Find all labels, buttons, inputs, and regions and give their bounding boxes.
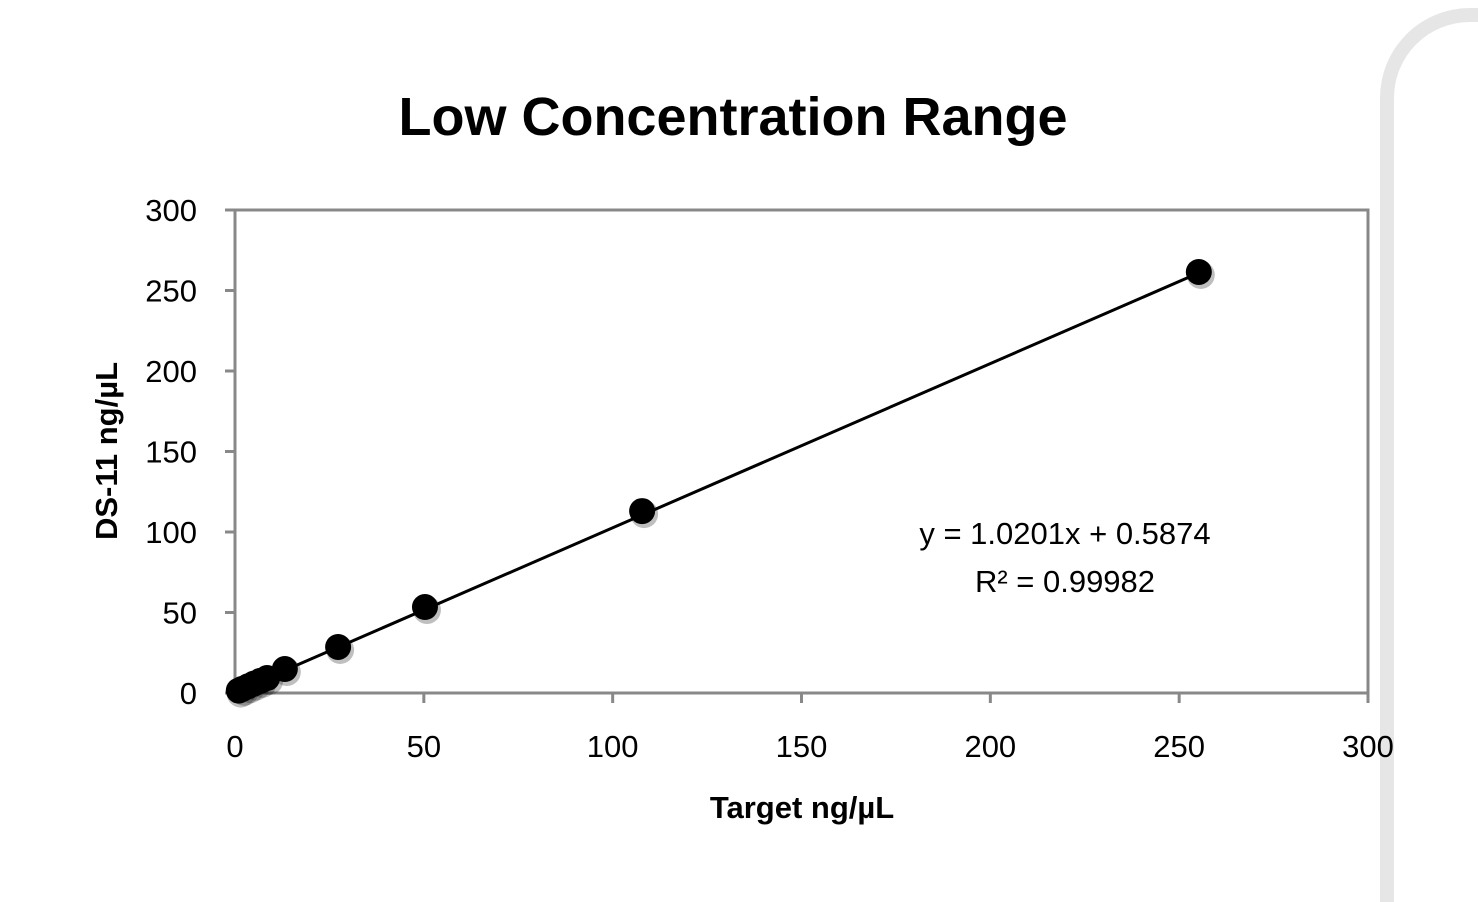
data-point xyxy=(629,498,656,525)
trendline xyxy=(236,271,1200,693)
x-tick-label: 200 xyxy=(964,729,1016,764)
y-tick-label: 0 xyxy=(180,676,197,711)
r-squared-label: R² = 0.99982 xyxy=(975,564,1155,599)
x-tick-label: 250 xyxy=(1153,729,1205,764)
chart-title: Low Concentration Range xyxy=(398,87,1067,147)
x-tick-label: 50 xyxy=(407,729,441,764)
x-tick-label: 300 xyxy=(1342,729,1394,764)
y-tick-label: 250 xyxy=(145,274,197,309)
y-tick-label: 100 xyxy=(145,515,197,550)
data-point xyxy=(271,656,298,683)
x-tick-label: 100 xyxy=(587,729,639,764)
y-axis-label: DS-11 ng/µL xyxy=(89,362,124,540)
y-tick-label: 50 xyxy=(163,596,197,631)
y-tick-label: 300 xyxy=(145,193,197,228)
data-point xyxy=(325,633,352,660)
y-tick-label: 150 xyxy=(145,435,197,470)
y-tick-label: 200 xyxy=(145,354,197,389)
data-point xyxy=(411,594,438,621)
x-tick-label: 150 xyxy=(776,729,828,764)
x-axis-label: Target ng/µL xyxy=(710,790,894,825)
trendline-equation: y = 1.0201x + 0.5874 xyxy=(919,516,1210,551)
x-tick-label: 0 xyxy=(226,729,243,764)
data-point xyxy=(1185,258,1212,285)
